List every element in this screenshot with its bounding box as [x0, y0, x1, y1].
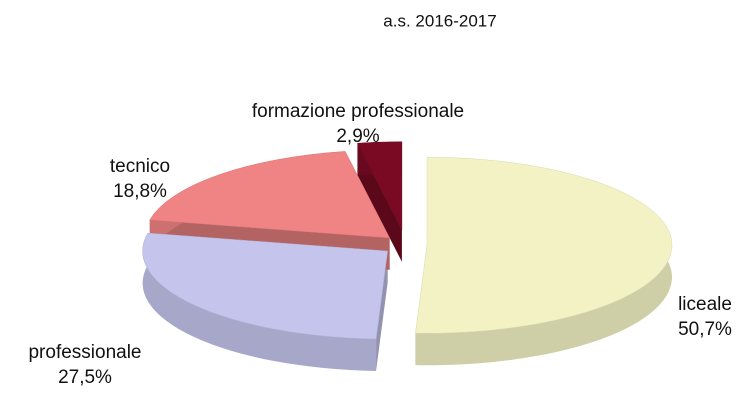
pie-slice — [149, 151, 391, 239]
slice-label: liceale — [678, 294, 732, 315]
pie-tops — [142, 141, 673, 340]
slice-value-label: 2,9% — [336, 126, 379, 147]
slice-value-label: 27,5% — [58, 367, 112, 388]
pie-slice — [357, 141, 403, 230]
slice-label: formazione professionale — [252, 101, 464, 122]
chart-title: a.s. 2016-2017 — [383, 11, 496, 30]
slice-side — [142, 233, 377, 371]
pie-slice — [415, 156, 673, 334]
pie-slice — [142, 232, 388, 340]
slice-label: professionale — [28, 342, 141, 363]
slice-label: tecnico — [110, 156, 170, 177]
slice-value-label: 18,8% — [113, 181, 167, 202]
slice-value-label: 50,7% — [678, 319, 732, 340]
